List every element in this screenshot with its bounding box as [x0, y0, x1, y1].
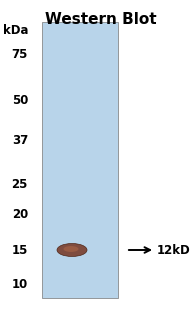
Text: 15: 15	[12, 243, 28, 256]
Text: 12kDa: 12kDa	[157, 243, 190, 256]
Text: 37: 37	[12, 133, 28, 146]
Ellipse shape	[63, 246, 78, 252]
Text: kDa: kDa	[2, 23, 28, 36]
Bar	[42, 22, 118, 298]
Text: 50: 50	[12, 94, 28, 107]
Text: Western Blot: Western Blot	[45, 12, 157, 27]
Text: 20: 20	[12, 209, 28, 222]
Text: 25: 25	[12, 179, 28, 192]
Text: 10: 10	[12, 278, 28, 291]
Text: 75: 75	[12, 49, 28, 61]
Ellipse shape	[57, 243, 87, 256]
